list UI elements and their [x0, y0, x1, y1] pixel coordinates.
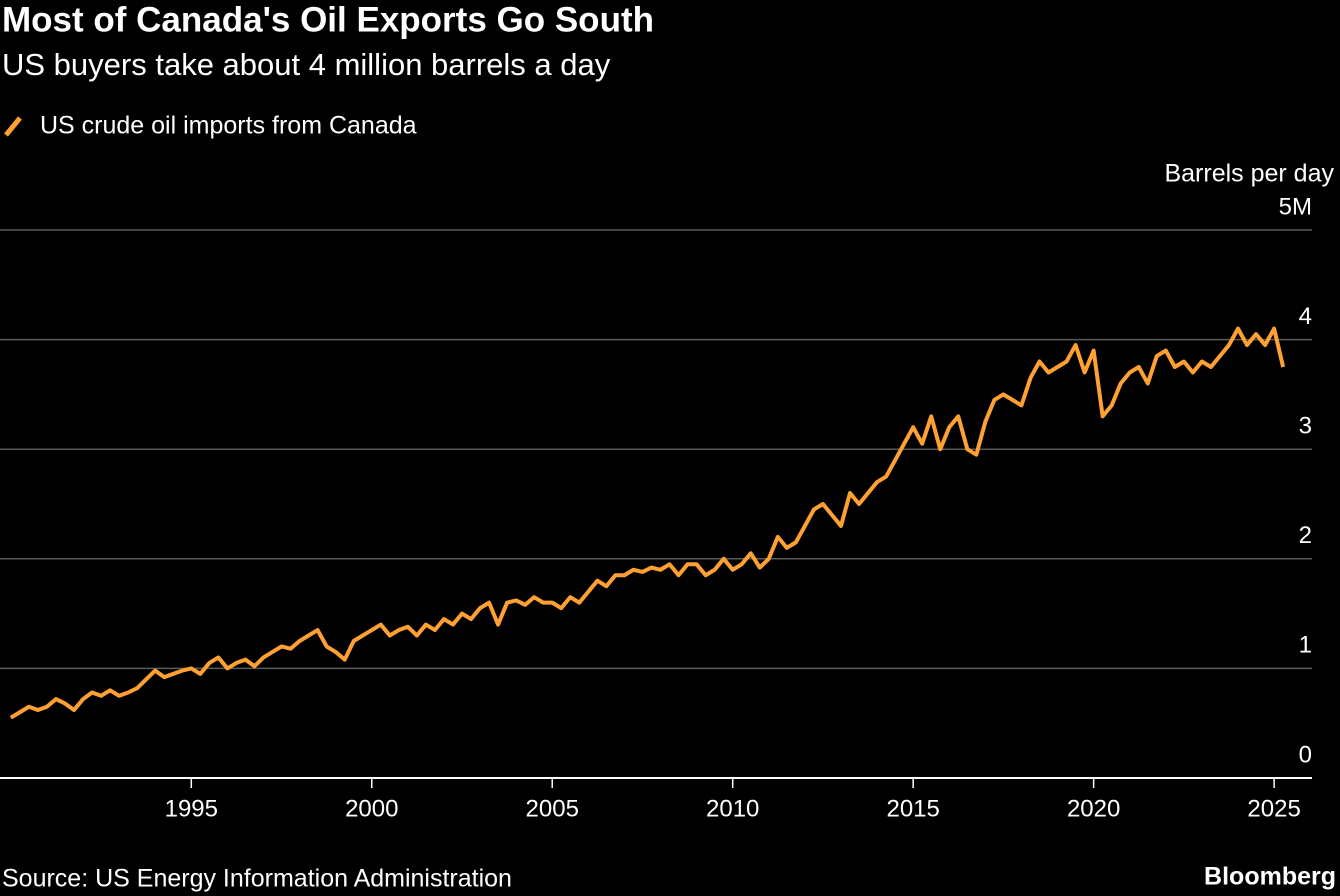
y-tick-label: 3 — [1299, 413, 1312, 440]
y-tick-label: 0 — [1299, 741, 1312, 768]
x-tick-label: 2000 — [345, 795, 398, 822]
chart-subtitle: US buyers take about 4 million barrels a… — [2, 47, 611, 82]
x-tick-label: 2015 — [886, 795, 939, 822]
x-tick-label: 2010 — [706, 795, 759, 822]
x-tick-label: 2020 — [1067, 795, 1120, 822]
source: Source: US Energy Information Administra… — [2, 865, 512, 893]
brand: Bloomberg — [1204, 863, 1336, 891]
y-tick-label: 2 — [1299, 522, 1312, 549]
y-tick-label: 4 — [1299, 303, 1312, 330]
y-tick-label: 5M — [1279, 193, 1312, 220]
y-tick-label: 1 — [1299, 632, 1312, 659]
data-line — [9, 326, 1286, 720]
legend-label: US crude oil imports from Canada — [40, 112, 417, 140]
chart-title: Most of Canada's Oil Exports Go South — [2, 0, 654, 39]
x-tick-label: 1995 — [165, 795, 218, 822]
y-axis-label: Barrels per day — [1164, 160, 1334, 188]
legend-swatch — [4, 116, 22, 137]
x-tick-label: 2005 — [526, 795, 579, 822]
x-tick-label: 2025 — [1247, 795, 1300, 822]
